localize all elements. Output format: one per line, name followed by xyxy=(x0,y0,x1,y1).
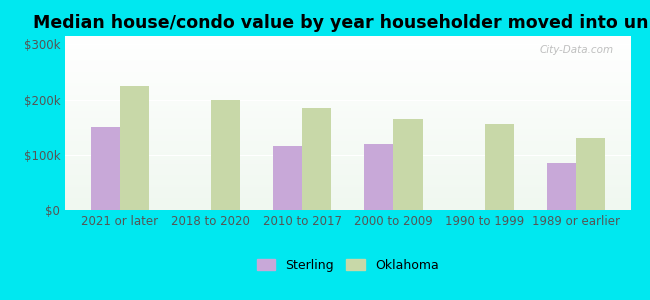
Bar xyxy=(393,119,422,210)
Text: City-Data.com: City-Data.com xyxy=(540,45,614,55)
Bar xyxy=(547,163,576,210)
Bar xyxy=(211,100,240,210)
Legend: Sterling, Oklahoma: Sterling, Oklahoma xyxy=(252,254,444,277)
Bar xyxy=(120,86,149,210)
Bar xyxy=(576,138,605,210)
Bar xyxy=(364,144,393,210)
Title: Median house/condo value by year householder moved into unit: Median house/condo value by year househo… xyxy=(33,14,650,32)
Bar xyxy=(90,127,120,210)
Bar xyxy=(302,108,332,210)
Bar xyxy=(273,146,302,210)
Bar xyxy=(484,124,514,210)
